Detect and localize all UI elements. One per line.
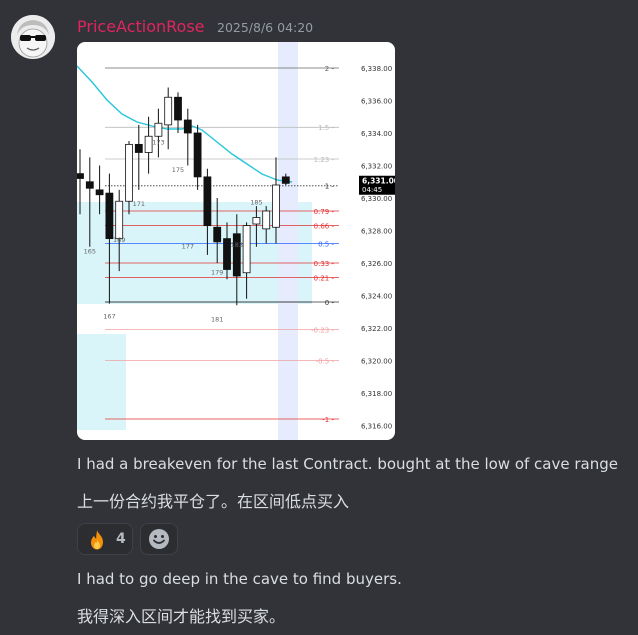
candle-body [125, 143, 133, 202]
bar-number-label: 177 [182, 242, 194, 250]
bar-number-label: 181 [211, 316, 223, 324]
price-axis-label: 6,318.00 [361, 390, 392, 398]
fib-label: 0.5 - [318, 240, 334, 248]
reaction-count: 4 [116, 531, 126, 547]
avatar-image [11, 15, 55, 59]
candle-body [144, 135, 153, 153]
price-axis-label: 6,324.00 [361, 292, 392, 300]
candle-body [213, 226, 222, 243]
price-axis-label: 6,334.00 [361, 130, 392, 138]
price-chart: 2 - 1.5 - 1.23 - 1 - 0.79 - 0.66 - 0.5 - 0.33 -… [77, 42, 395, 440]
range-zone-lower [77, 334, 126, 430]
bar-number-label: 175 [172, 166, 184, 174]
avatar[interactable] [11, 15, 55, 59]
message-text-4: 我得深入区间才能找到买家。 [77, 607, 286, 626]
bar-number-label: 171 [133, 200, 145, 208]
price-axis-label: 6,332.00 [361, 162, 392, 170]
fire-icon [91, 530, 103, 550]
message-text-1: I had a breakeven for the last Contract.… [77, 455, 618, 473]
bar-number-label: 173 [152, 138, 164, 146]
add-reaction-button[interactable] [140, 523, 178, 555]
candle-body [281, 176, 290, 184]
bar-number-label: 179 [211, 268, 223, 276]
candle-body [164, 96, 173, 126]
bar-number-label: 167 [103, 312, 115, 320]
reaction-fire[interactable]: 4 [77, 523, 133, 555]
fib-label: 1.5 - [318, 124, 334, 132]
smiley-icon [149, 529, 169, 549]
fib-label: 0.33 - [314, 260, 335, 268]
current-bar-highlight [278, 42, 298, 440]
price-axis-label: 6,338.00 [361, 65, 392, 73]
price-axis-label: 6,316.00 [361, 422, 392, 430]
candle-body [154, 122, 163, 137]
candle-body [95, 189, 104, 196]
candle-body [223, 238, 231, 270]
message-text-2: 上一份合约我平仓了。在区间低点买入 [77, 492, 350, 511]
fib-label: 0.79 - [314, 208, 335, 216]
fib-label: -0.5 - [316, 357, 335, 365]
timestamp: 2025/8/6 04:20 [217, 20, 314, 35]
price-axis-label: 6,328.00 [361, 227, 392, 235]
bar-number-label: 185 [250, 199, 262, 207]
price-axis-label: 6,336.00 [361, 97, 392, 105]
fib-label: 1.23 - [314, 156, 335, 164]
candle-body [242, 225, 251, 274]
username[interactable]: PriceActionRose [77, 17, 205, 36]
candle-body [134, 143, 143, 153]
fib-label: 0.66 - [314, 222, 335, 230]
price-axis-label: 6,326.00 [361, 260, 392, 268]
candle-body [232, 233, 241, 277]
price-axis-label: 6,322.00 [361, 325, 392, 333]
candle-body [115, 200, 124, 240]
candle-body [252, 217, 261, 225]
current-price-value: 6,331.00 [362, 176, 395, 185]
candle-body [262, 210, 271, 230]
candle-body [203, 176, 212, 227]
candle-body [77, 173, 84, 179]
message-text-3: I had to go deep in the cave to find buy… [77, 570, 402, 588]
chart-attachment[interactable]: 2 - 1.5 - 1.23 - 1 - 0.79 - 0.66 - 0.5 - 0.33 -… [77, 42, 395, 440]
current-price-tag: 6,331.00 04:45 [359, 175, 395, 195]
bar-number-label: 169 [113, 236, 125, 244]
current-price-time: 04:45 [362, 186, 382, 194]
fib-label: 0.21 - [314, 274, 335, 282]
fib-label: 2 - [325, 65, 335, 73]
candle-body [193, 132, 202, 178]
candle-body [85, 181, 94, 189]
bar-number-label: 165 [84, 247, 96, 255]
candle-body [272, 184, 280, 228]
price-axis-label: 6,330.00 [361, 195, 392, 203]
fib-label: -0.23 - [311, 326, 334, 334]
candle-body [174, 96, 182, 121]
candle-body [183, 119, 192, 134]
fib-label: -1 - [322, 416, 334, 424]
bar-number-label: 183 [231, 241, 243, 249]
candle-body [105, 192, 114, 240]
fib-label: 0 - [325, 299, 335, 307]
price-axis-label: 6,320.00 [361, 357, 392, 365]
fib-label: 1 - [325, 183, 335, 191]
